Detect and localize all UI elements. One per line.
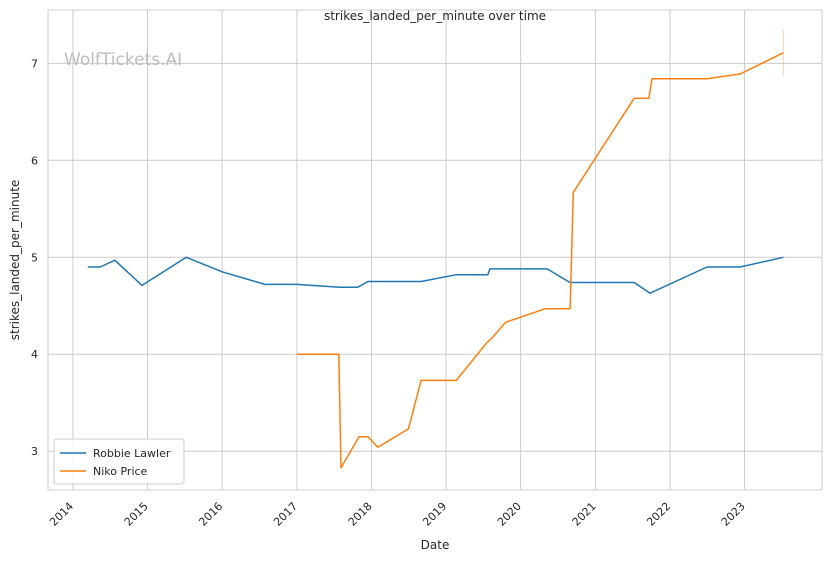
x-tick-label-2023: 2023 — [719, 500, 748, 529]
y-axis-ticks: 3 4 5 6 7 — [31, 57, 38, 458]
x-tick-label-2020: 2020 — [495, 500, 524, 529]
watermark: WolfTickets.AI — [64, 50, 182, 70]
x-tick-label-2016: 2016 — [196, 500, 225, 529]
y-tick-label-5: 5 — [31, 251, 38, 264]
series-line-robbie-lawler — [87, 256, 784, 294]
series-layer — [87, 29, 784, 469]
x-tick-label-2019: 2019 — [420, 500, 449, 529]
legend-label-niko-price: Niko Price — [93, 465, 148, 478]
y-axis-label: strikes_landed_per_minute — [8, 180, 22, 341]
x-tick-label-2017: 2017 — [271, 500, 300, 529]
chart-title: strikes_landed_per_minute over time — [324, 9, 546, 23]
plot-area — [47, 9, 823, 491]
y-tick-label-4: 4 — [31, 348, 38, 361]
y-tick-label-3: 3 — [31, 445, 38, 458]
legend-box — [53, 438, 185, 485]
x-axis-label: Date — [421, 538, 450, 552]
x-tick-label-2014: 2014 — [47, 500, 76, 529]
x-tick-label-2015: 2015 — [122, 500, 151, 529]
legend: Robbie Lawler Niko Price — [53, 438, 185, 485]
x-tick-label-2018: 2018 — [346, 500, 375, 529]
x-tick-label-2022: 2022 — [644, 500, 673, 529]
y-tick-label-6: 6 — [31, 154, 38, 167]
y-tick-label-7: 7 — [31, 57, 38, 70]
x-axis-ticks: 2014 2015 2016 2017 2018 2019 2020 2021 2022 2023 — [47, 500, 748, 529]
x-tick-label-2021: 2021 — [570, 500, 599, 529]
legend-label-robbie-lawler: Robbie Lawler — [93, 447, 171, 460]
series-line-niko-price — [296, 52, 784, 469]
